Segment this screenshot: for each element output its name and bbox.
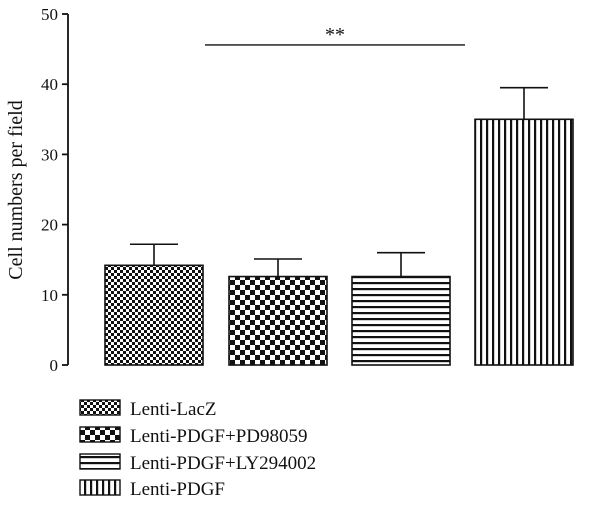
- bar-1: [104, 264, 204, 366]
- legend-swatch-2: [79, 426, 121, 443]
- legend-label-4: Lenti-PDGF: [130, 479, 225, 500]
- legend-label-1: Lenti-LacZ: [130, 399, 217, 420]
- bar-2: [228, 275, 328, 366]
- bars: [104, 86, 574, 366]
- significance-label: **: [325, 24, 345, 46]
- y-tick-label: 20: [41, 216, 58, 235]
- legend-swatch-4: [79, 479, 121, 496]
- legend-label-2: Lenti-PDGF+PD98059: [130, 426, 308, 447]
- y-axis-label: Cell numbers per field: [5, 100, 27, 279]
- y-tick-label: 30: [41, 145, 58, 164]
- significance-annotation: **: [205, 24, 465, 46]
- legend-swatch-1: [79, 399, 121, 416]
- bar-3: [351, 275, 451, 366]
- y-axis-ticks: 0 10 20 30 40 50: [41, 5, 68, 375]
- y-tick-label: 50: [41, 5, 58, 24]
- legend-label-3: Lenti-PDGF+LY294002: [130, 453, 316, 474]
- legend-swatch-3: [79, 453, 121, 470]
- y-tick-label: 10: [41, 286, 58, 305]
- y-tick-label: 0: [50, 356, 59, 375]
- legend: Lenti-LacZ Lenti-PDGF+PD98059 Lenti-PDGF+L…: [79, 399, 316, 500]
- bar-4: [474, 118, 574, 366]
- y-tick-label: 40: [41, 75, 58, 94]
